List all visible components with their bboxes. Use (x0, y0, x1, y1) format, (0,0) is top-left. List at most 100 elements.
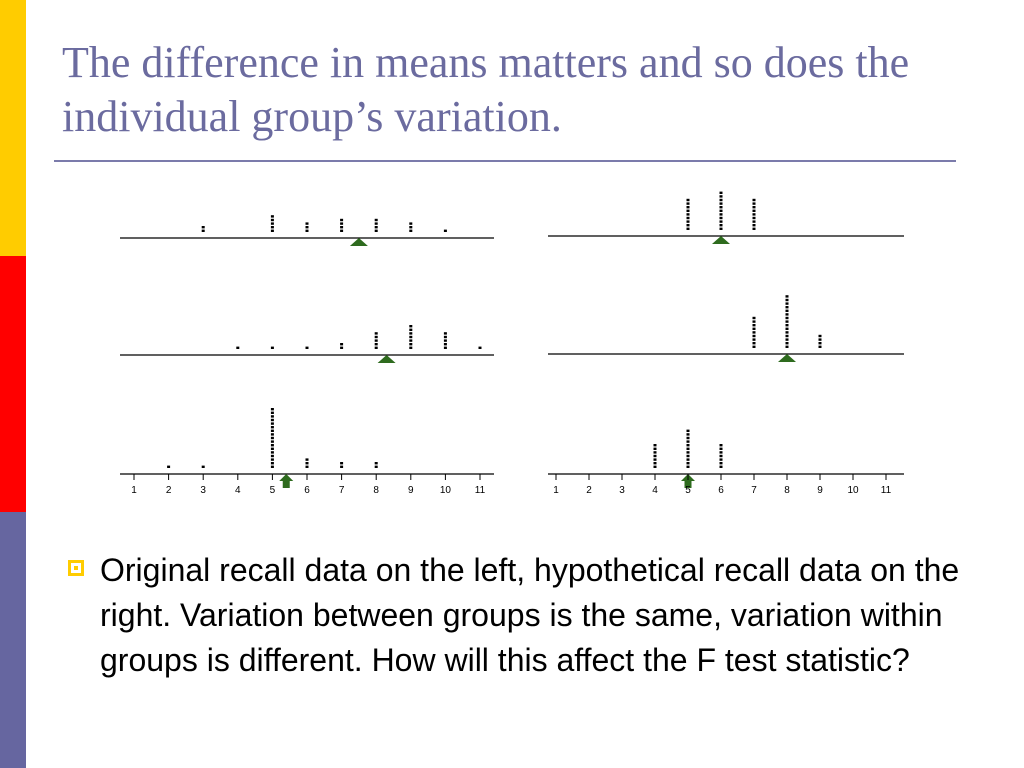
data-dot (785, 295, 789, 298)
data-dot (270, 226, 274, 229)
data-dot (270, 433, 274, 436)
data-dot (686, 465, 690, 468)
mean-marker-arrow-stem (684, 481, 692, 488)
data-dot (340, 346, 344, 349)
data-dot (270, 444, 274, 447)
data-dot (719, 198, 723, 202)
data-dot (340, 229, 344, 232)
data-dot (374, 229, 378, 232)
data-dot (270, 411, 274, 414)
data-dot (270, 426, 274, 429)
data-dot (374, 346, 378, 349)
data-dot (443, 229, 447, 232)
data-dot (785, 334, 789, 338)
data-dot (785, 327, 789, 330)
dot-plots-figure: 1 2 3 4 5 6 7 8 9 10 11 1 2 3 4 5 6 7 8 9 10 11 (120, 191, 904, 496)
mean-marker-triangle (349, 238, 368, 246)
data-dot (374, 218, 378, 222)
data-dot (270, 418, 274, 422)
accent-bar-purple (0, 512, 26, 768)
data-dot (719, 465, 723, 468)
tick-label: 3 (619, 485, 625, 496)
data-dot (409, 332, 413, 335)
data-dot (752, 320, 756, 323)
tick-label: 7 (751, 485, 757, 496)
data-dot (719, 458, 723, 461)
data-dot (167, 465, 171, 468)
data-dot (374, 335, 378, 339)
data-dot (686, 206, 690, 209)
data-dot (409, 346, 413, 349)
data-dot (719, 209, 723, 212)
data-dot (270, 408, 274, 411)
data-dot (752, 324, 756, 327)
data-dot (785, 338, 789, 341)
data-dot (270, 451, 274, 454)
data-dot (719, 454, 723, 458)
data-dot (719, 444, 723, 447)
data-dot (653, 465, 657, 468)
data-dot (409, 226, 413, 229)
data-dot (236, 346, 240, 349)
data-dot (785, 342, 789, 345)
data-dot (270, 429, 274, 432)
data-dot (374, 332, 378, 335)
data-dot (443, 335, 447, 339)
data-dot (409, 222, 413, 225)
data-dot (270, 346, 274, 349)
data-dot (270, 454, 274, 458)
data-dot (719, 195, 723, 198)
data-dot (201, 465, 205, 468)
data-dot (752, 198, 756, 202)
data-dot (305, 462, 309, 465)
data-dot (686, 224, 690, 227)
data-dot (270, 458, 274, 461)
tick-label: 6 (718, 485, 724, 496)
data-dot (340, 222, 344, 225)
data-dot (443, 339, 447, 342)
data-dot (686, 444, 690, 447)
data-dot (270, 465, 274, 468)
tick-label: 5 (270, 485, 276, 496)
data-dot (752, 209, 756, 212)
mean-marker-triangle (778, 354, 796, 362)
data-dot (653, 444, 657, 447)
data-dot (409, 328, 413, 331)
data-dot (785, 345, 789, 348)
data-dot (719, 202, 723, 205)
data-dot (818, 342, 822, 345)
bullet-square-icon (68, 560, 84, 576)
data-dot (719, 216, 723, 220)
tick-label: 4 (652, 485, 658, 496)
data-dot (443, 332, 447, 335)
data-dot (785, 298, 789, 302)
data-dot (270, 222, 274, 225)
accent-bar-yellow (0, 0, 26, 256)
data-dot (818, 345, 822, 348)
data-dot (686, 436, 690, 440)
data-dot (686, 198, 690, 202)
mean-marker-triangle (712, 236, 730, 244)
data-dot (653, 462, 657, 465)
data-dot (201, 226, 205, 229)
data-dot (719, 462, 723, 465)
tick-label: 4 (235, 485, 241, 496)
data-dot (686, 209, 690, 212)
tick-label: 9 (817, 485, 823, 496)
data-dot (305, 465, 309, 468)
data-dot (785, 320, 789, 323)
data-dot (270, 229, 274, 232)
tick-label: 2 (586, 485, 592, 496)
data-dot (686, 451, 690, 454)
data-dot (340, 462, 344, 465)
tick-label: 10 (440, 485, 452, 496)
data-dot (374, 222, 378, 225)
data-dot (752, 206, 756, 209)
data-dot (752, 331, 756, 334)
tick-label: 3 (200, 485, 206, 496)
data-dot (409, 325, 413, 328)
tick-label: 7 (339, 485, 345, 496)
data-dot (305, 458, 309, 461)
data-dot (752, 227, 756, 230)
data-dot (686, 216, 690, 220)
